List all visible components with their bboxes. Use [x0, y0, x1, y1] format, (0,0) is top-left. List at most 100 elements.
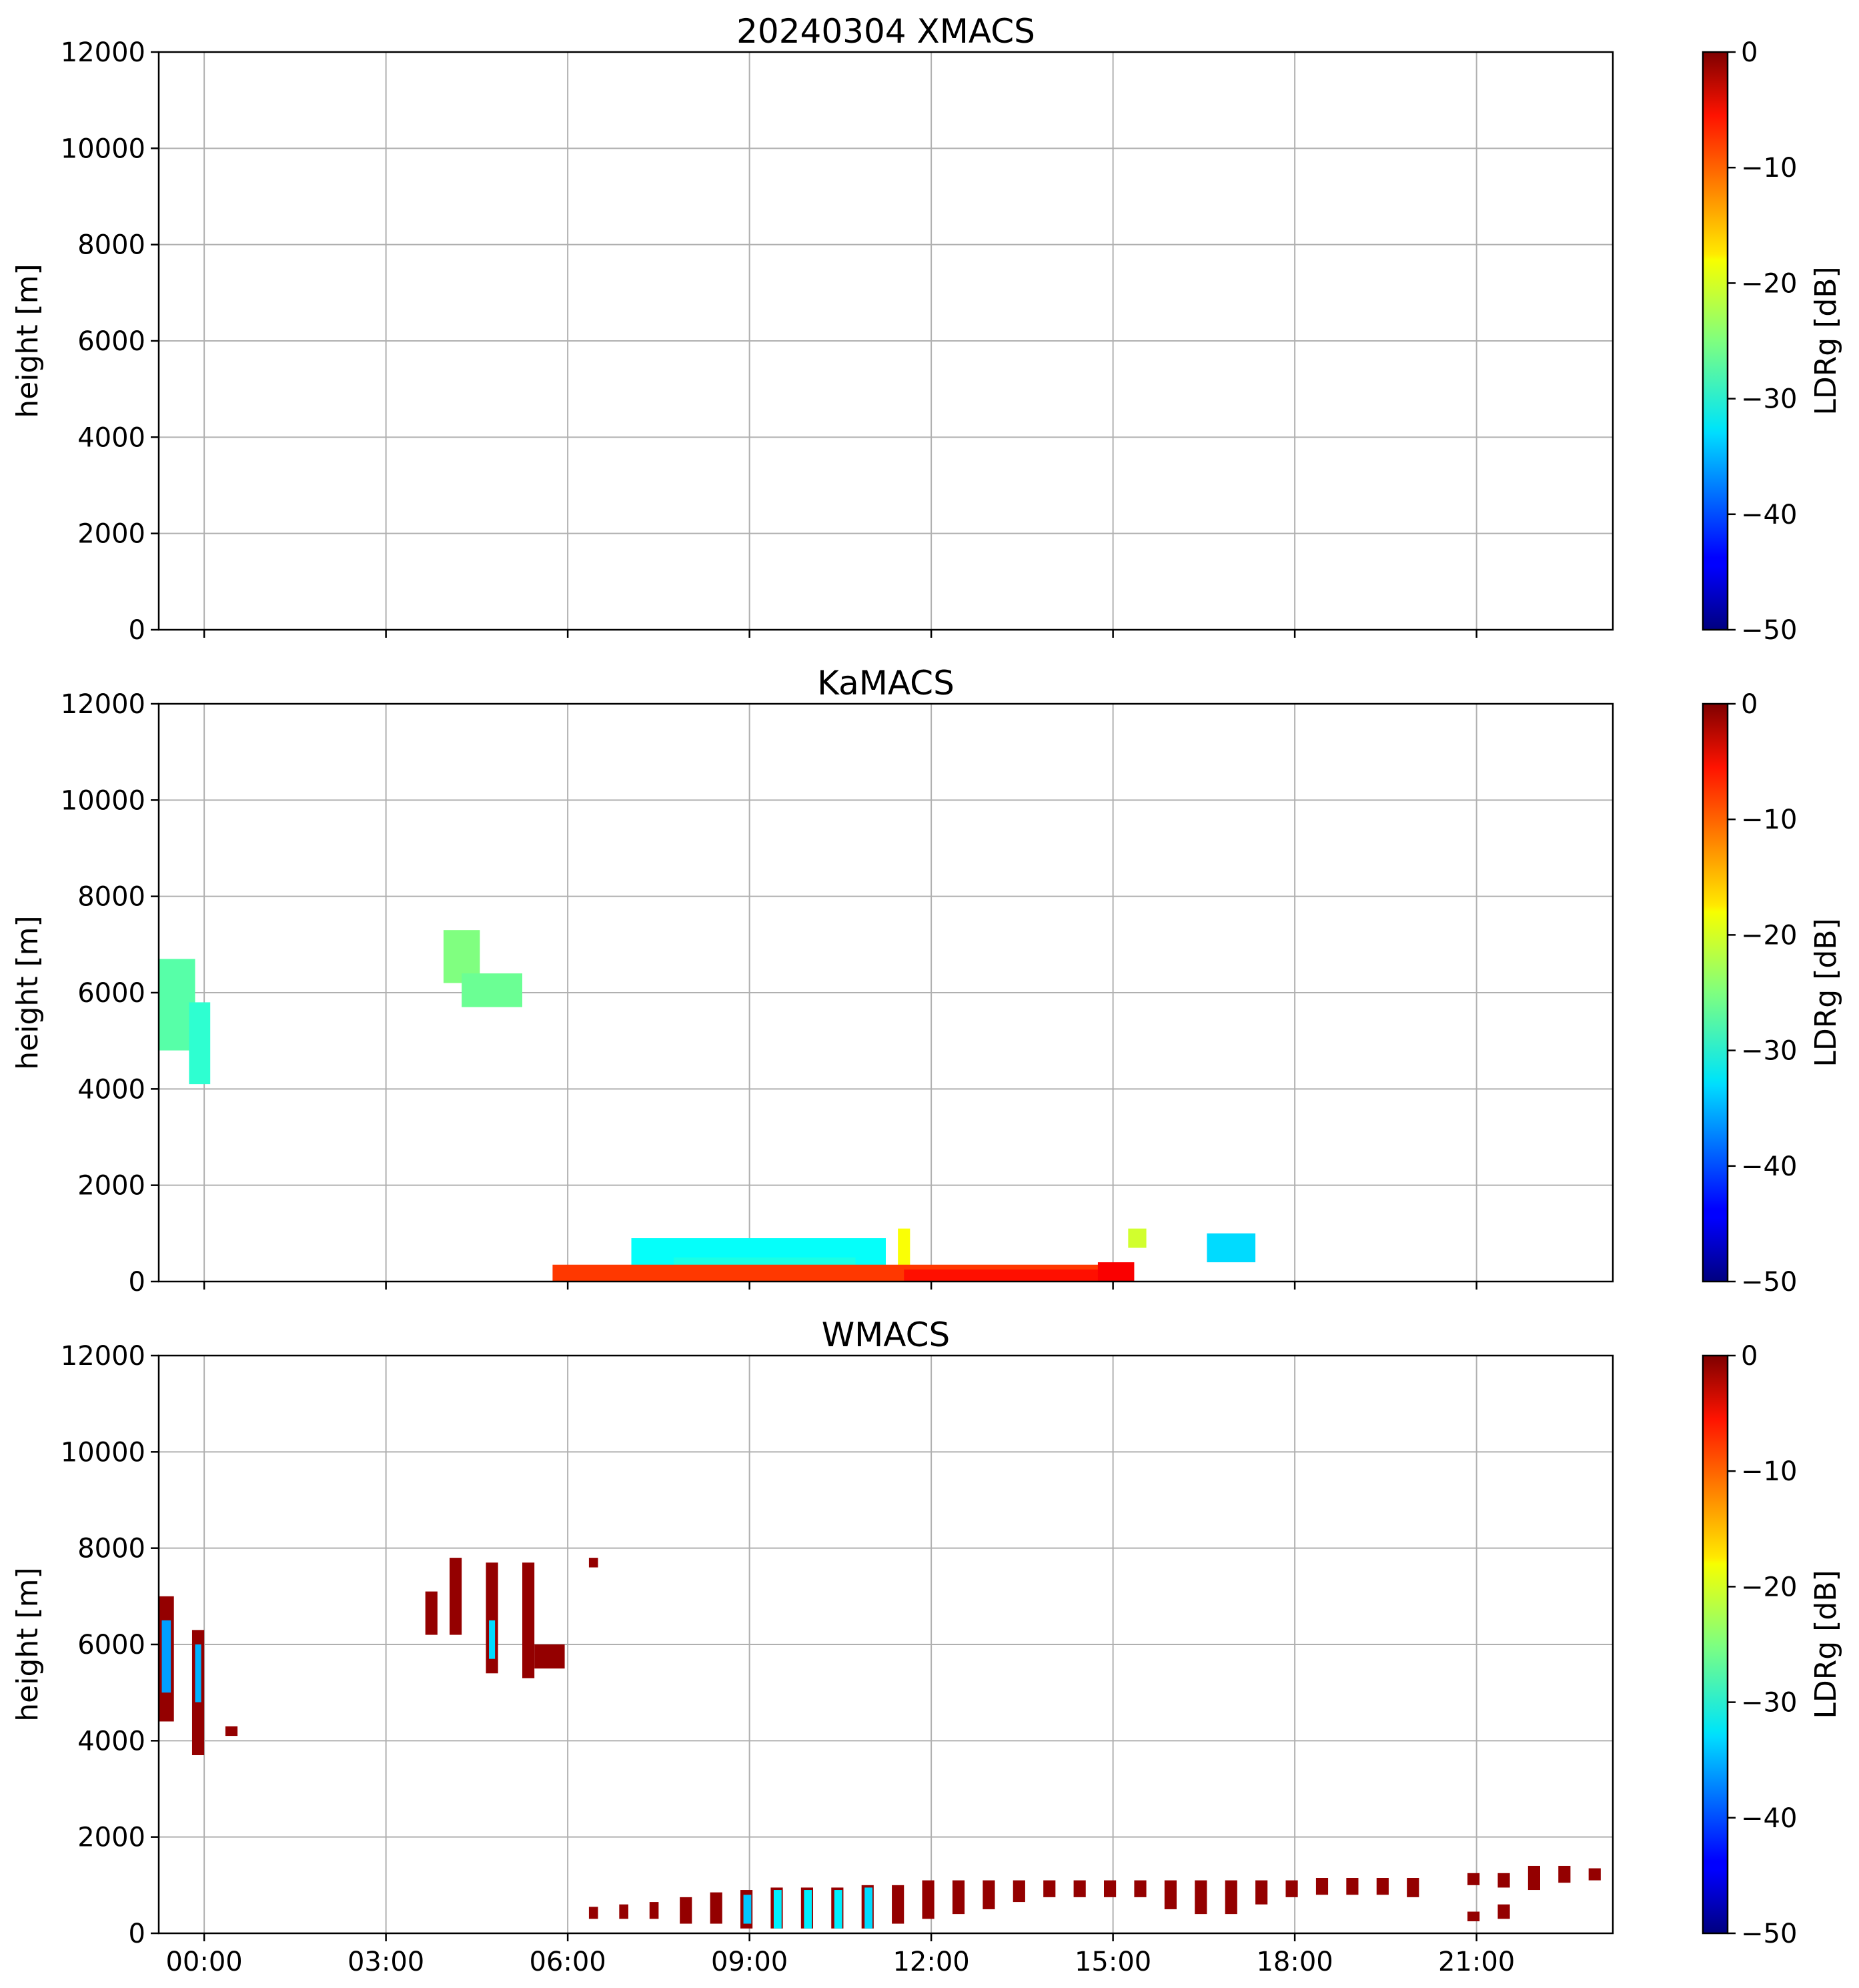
colorbar-gradient	[1703, 704, 1728, 1282]
colorbar-tick-label: −20	[1741, 1572, 1797, 1602]
y-tick-label: 12000	[61, 689, 145, 720]
colorbar-tick-label: −30	[1741, 384, 1797, 415]
ldr-region	[588, 1558, 598, 1568]
ldr-region	[1497, 1873, 1510, 1888]
colorbar-tick-label: −50	[1741, 615, 1797, 646]
y-tick-label: 8000	[77, 1534, 145, 1564]
x-tick-label: 09:00	[711, 1947, 788, 1977]
ldr-region	[1097, 1262, 1135, 1282]
colorbar: 0 −10 −20 −30 −40 −50 LDRg [dB]	[1702, 1341, 1843, 1949]
y-tick-label: 10000	[61, 1437, 145, 1468]
ldr-region	[1255, 1880, 1268, 1905]
y-tick-label: 8000	[77, 882, 145, 913]
ldr-region	[1527, 1865, 1540, 1891]
data-layer	[159, 1558, 1601, 1929]
ldr-region	[1104, 1880, 1117, 1897]
ldr-region	[450, 1558, 462, 1635]
ldr-region	[952, 1880, 965, 1915]
data-layer	[159, 930, 1256, 1282]
ldr-region	[864, 1887, 873, 1929]
ldr-region	[983, 1880, 995, 1909]
y-tick-label: 0	[129, 1919, 145, 1949]
colorbar-gradient	[1703, 1356, 1728, 1933]
y-tick-label: 6000	[77, 978, 145, 1009]
x-tick-label: 15:00	[1075, 1947, 1151, 1977]
ldr-region	[904, 1269, 1111, 1282]
panel-title: WMACS	[822, 1316, 951, 1354]
ldr-region	[680, 1897, 692, 1924]
x-tick-label: 00:00	[165, 1947, 242, 1977]
y-tick-label: 4000	[77, 1074, 145, 1105]
colorbar-tick-label: 0	[1741, 689, 1758, 720]
ldr-region	[710, 1892, 722, 1924]
panel-title: 20240304 XMACS	[736, 12, 1035, 51]
y-tick-label: 10000	[61, 785, 145, 816]
ldr-region	[1467, 1873, 1480, 1885]
ldr-region	[1467, 1911, 1480, 1921]
ldr-region	[534, 1644, 565, 1669]
colorbar-tick-label: −30	[1741, 1688, 1797, 1718]
ldr-region	[1134, 1880, 1147, 1897]
ldr-region	[462, 973, 522, 1007]
ldr-region	[1285, 1880, 1298, 1897]
colorbar-tick-label: −40	[1741, 1803, 1797, 1834]
y-tick-label: 6000	[77, 326, 145, 357]
panel-xmacs: 0 2000 4000 6000 8000 10000 12000 height [m] 202…	[11, 12, 1843, 646]
ldr-region	[1195, 1880, 1207, 1915]
y-tick-label: 2000	[77, 1823, 145, 1853]
y-axis-label: height [m]	[11, 264, 45, 418]
ldr-region	[1558, 1865, 1571, 1883]
colorbar-tick-label: −30	[1741, 1036, 1797, 1067]
y-tick-label: 10000	[61, 133, 145, 164]
ldr-region	[489, 1620, 496, 1659]
ldr-region	[1315, 1878, 1329, 1895]
x-tick-label: 12:00	[892, 1947, 969, 1977]
ldr-region	[1376, 1878, 1389, 1895]
y-tick-label: 6000	[77, 1630, 145, 1660]
ldr-region	[1407, 1878, 1419, 1897]
ldr-region	[189, 1002, 211, 1085]
y-axis-label: height [m]	[11, 915, 45, 1069]
ldr-region	[1497, 1904, 1510, 1919]
ldr-region	[195, 1644, 201, 1702]
x-tick-label: 21:00	[1438, 1947, 1515, 1977]
colorbar-tick-label: 0	[1741, 37, 1758, 68]
ldr-region	[1588, 1868, 1601, 1881]
ldr-region	[804, 1890, 812, 1929]
panel-wmacs: 0 2000 4000 6000 8000 10000 12000 00:00 03:00 06:…	[11, 1316, 1843, 1977]
ldr-region	[1128, 1228, 1147, 1248]
y-tick-label: 2000	[77, 519, 145, 550]
colorbar-label: LDRg [dB]	[1809, 918, 1843, 1067]
colorbar-tick-label: 0	[1741, 1341, 1758, 1372]
ldr-region	[161, 1620, 171, 1693]
y-axis-label: height [m]	[11, 1567, 45, 1721]
colorbar-tick-label: −10	[1741, 153, 1797, 183]
y-tick-label: 2000	[77, 1171, 145, 1201]
panels: 0 2000 4000 6000 8000 10000 12000 height [m] 202…	[11, 12, 1843, 1977]
ldr-region	[225, 1726, 238, 1736]
colorbar-tick-label: −10	[1741, 1456, 1797, 1487]
y-tick-label: 12000	[61, 1341, 145, 1372]
y-tick-label: 4000	[77, 1726, 145, 1757]
ldr-region	[522, 1562, 535, 1678]
ldr-region	[834, 1890, 842, 1929]
colorbar-label: LDRg [dB]	[1809, 1570, 1843, 1718]
ldr-region	[1043, 1880, 1056, 1897]
panel-title: KaMACS	[817, 664, 955, 702]
colorbar-tick-label: −40	[1741, 1151, 1797, 1182]
y-tick-label: 0	[129, 1267, 145, 1298]
ldr-region	[1346, 1878, 1359, 1895]
x-tick-label: 03:00	[348, 1947, 424, 1977]
colorbar-label: LDRg [dB]	[1809, 266, 1843, 415]
colorbar-frame	[1702, 702, 1729, 1283]
x-tick-label: 06:00	[529, 1947, 606, 1977]
ldr-region	[425, 1591, 438, 1635]
ldr-region	[1073, 1880, 1086, 1897]
ldr-region	[619, 1904, 628, 1919]
colorbar-gradient	[1703, 52, 1728, 630]
ldr-region	[649, 1902, 659, 1919]
colorbar-frame	[1702, 51, 1729, 631]
ldr-region	[1225, 1880, 1237, 1915]
y-tick-label: 4000	[77, 422, 145, 453]
